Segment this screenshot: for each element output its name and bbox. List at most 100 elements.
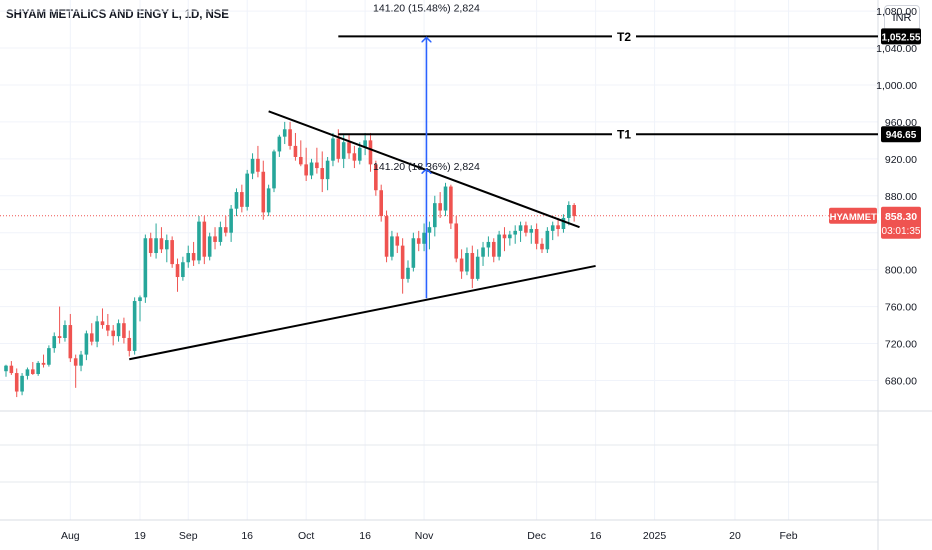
candle-body <box>325 160 330 180</box>
price-tick-label: 800.00 <box>885 265 917 277</box>
candle-down <box>395 232 400 254</box>
candle-up <box>245 169 249 211</box>
candle-down <box>315 147 319 174</box>
candle-body <box>491 241 496 257</box>
candle-body <box>25 369 30 376</box>
candle-down <box>41 354 46 368</box>
candle-up <box>325 156 330 191</box>
price-tick-label: 960.00 <box>885 117 917 129</box>
candle-down <box>100 308 105 329</box>
candle-up <box>197 216 201 265</box>
price-axis[interactable]: 680.00720.00760.00800.00840.00880.00920.… <box>823 6 921 387</box>
candle-body <box>502 234 507 239</box>
candle-body <box>175 264 180 278</box>
candle-body <box>73 358 78 366</box>
candle-body <box>186 253 191 263</box>
candle-down <box>368 132 373 172</box>
candle-body <box>14 373 19 392</box>
candle-up <box>218 221 223 246</box>
symbol-tag-bg <box>829 207 877 224</box>
price-tag-text: 946.65 <box>886 130 917 141</box>
candle-down <box>416 230 421 252</box>
time-tick-label: 19 <box>134 530 146 542</box>
candle-body <box>411 238 416 268</box>
time-tick-label: Dec <box>527 530 546 542</box>
candle-body <box>57 336 62 338</box>
candle-down <box>57 306 62 344</box>
candle-up <box>266 184 271 217</box>
candle-body <box>400 245 405 279</box>
price-tick-label: 760.00 <box>885 302 917 314</box>
candle-down <box>572 203 576 222</box>
candle-up <box>138 295 142 322</box>
candle-body <box>20 375 24 392</box>
candle-up <box>550 221 555 241</box>
price-tick-label: 720.00 <box>885 339 917 351</box>
candle-up <box>132 297 137 355</box>
candle-down <box>470 245 475 289</box>
candle-body <box>4 365 8 372</box>
candle-body <box>293 145 298 157</box>
candle-up <box>282 121 287 145</box>
candle-body <box>427 227 432 233</box>
candle-body <box>315 162 319 169</box>
candle-body <box>250 158 255 174</box>
candle-body <box>218 227 223 242</box>
candle-down <box>9 361 14 375</box>
candle-up <box>250 153 255 180</box>
candle-body <box>127 337 132 351</box>
candle-body <box>395 236 400 246</box>
price-level-tag: 1,052.55 <box>881 28 921 45</box>
time-axis[interactable]: Aug 19 Sep 16 Oct 16 Nov Dec 16 2025 20 Feb <box>61 530 798 542</box>
candle-body <box>567 205 571 218</box>
candle-body <box>52 336 57 349</box>
candle-down <box>256 145 260 178</box>
candle-down <box>454 216 459 263</box>
candle-down <box>159 227 164 254</box>
candle-up <box>465 247 469 276</box>
candle-body <box>433 203 437 228</box>
candle-up <box>186 245 191 268</box>
time-tick-label: Nov <box>415 530 434 542</box>
candle-up <box>363 132 367 156</box>
candle-body <box>572 205 576 217</box>
candle-down <box>288 121 292 150</box>
candle-body <box>320 168 325 180</box>
candle-body <box>550 225 555 231</box>
candle-body <box>154 238 158 254</box>
candle-body <box>363 140 367 148</box>
candle-body <box>497 234 501 257</box>
candle-body <box>207 236 212 257</box>
candle-body <box>213 236 217 242</box>
candle-body <box>31 369 35 374</box>
candle-down <box>304 147 308 181</box>
candle-body <box>486 241 491 248</box>
candle-body <box>165 240 169 250</box>
trendline-lower <box>129 264 596 361</box>
candle-body <box>449 186 453 224</box>
candle-body <box>36 362 40 374</box>
time-tick-label: 16 <box>241 530 253 542</box>
price-tag-bg <box>881 28 921 45</box>
candle-down <box>379 184 383 222</box>
candle-down <box>31 361 35 375</box>
candle-body <box>240 192 244 207</box>
candle-up <box>272 149 276 193</box>
candle-body <box>443 186 448 211</box>
candle-body <box>266 188 271 213</box>
candle-up <box>181 256 185 281</box>
candle-down <box>502 227 507 252</box>
drawings: T1 T2 141.20 (15.48%) 2,824 141.20 (18.36%)… <box>129 2 878 361</box>
candle-body <box>143 238 148 298</box>
candle-body <box>116 323 121 337</box>
candle-up <box>229 205 233 242</box>
candle-body <box>368 140 373 165</box>
candle-down <box>175 258 180 292</box>
candle-body <box>508 234 512 239</box>
candle-body <box>47 348 51 365</box>
candle-down <box>400 238 405 294</box>
candle-body <box>89 333 94 342</box>
candle-body <box>438 203 442 211</box>
candle-body <box>454 223 459 259</box>
